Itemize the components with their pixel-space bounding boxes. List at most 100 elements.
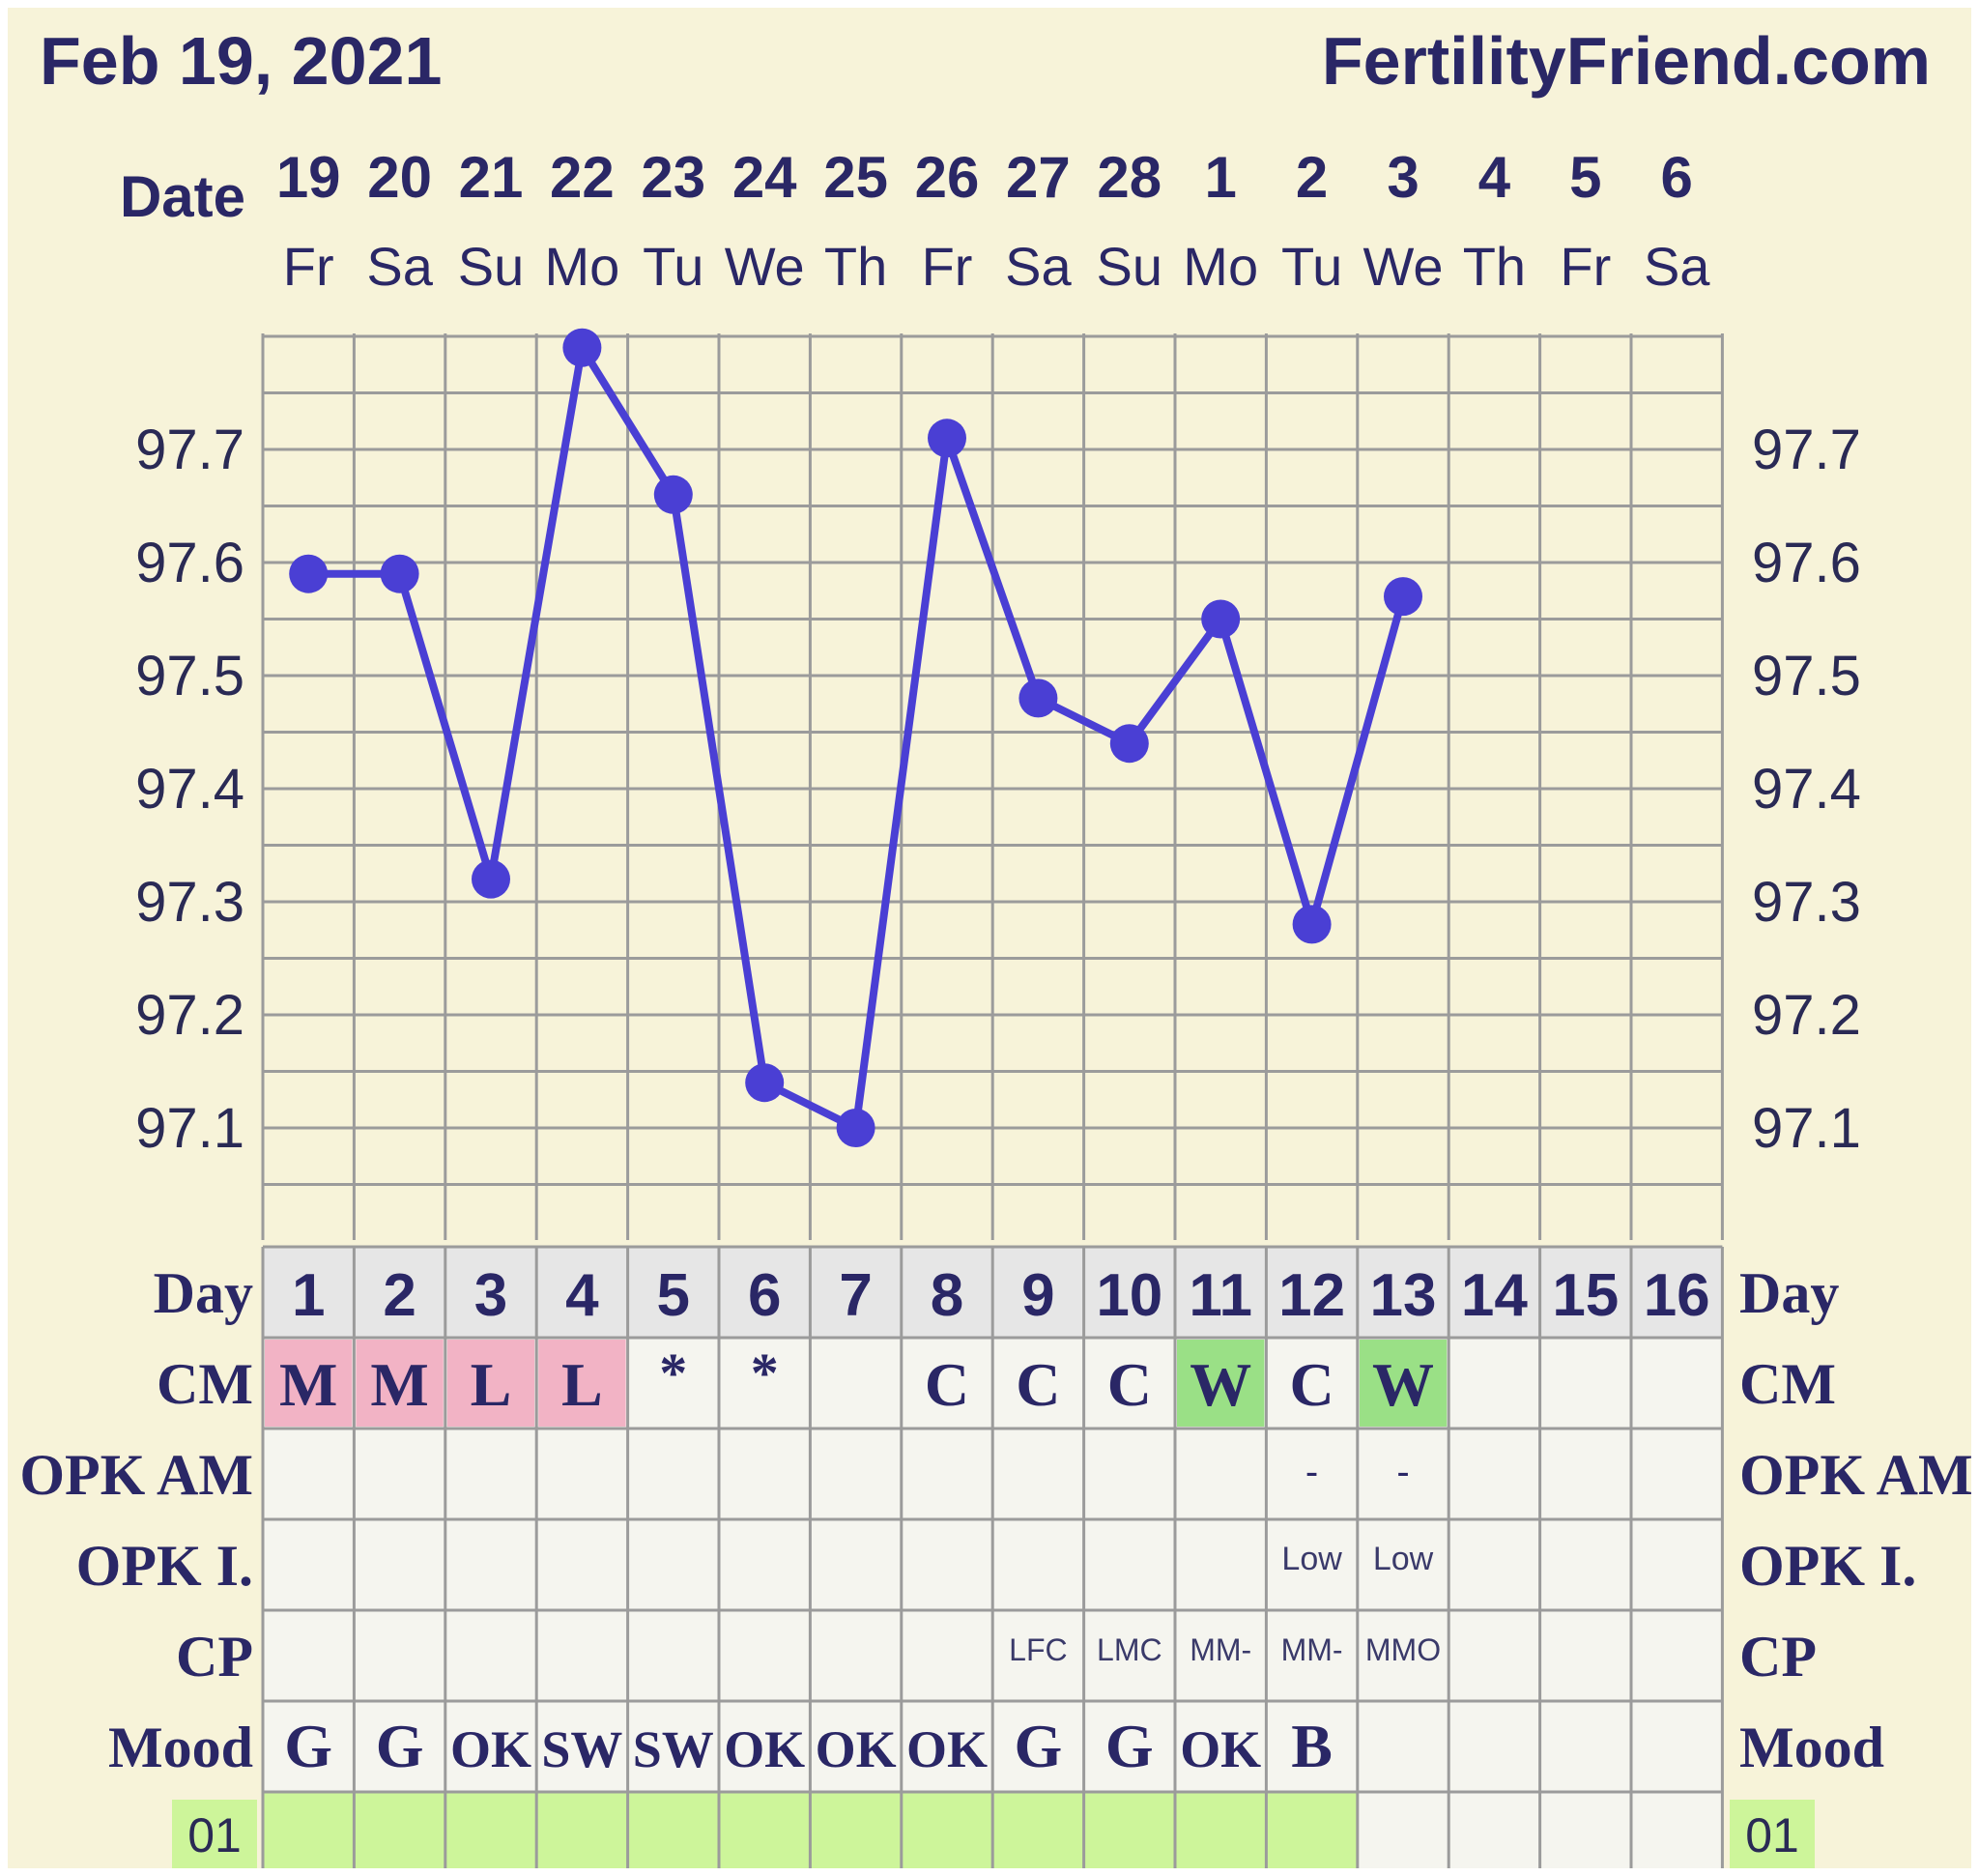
temperature-series-line (308, 343, 1407, 1132)
mood-cell: OK (906, 1720, 988, 1778)
temperature-point (289, 554, 329, 593)
date-row-label: Date (120, 164, 245, 229)
opk-am-cell: - (1396, 1451, 1409, 1493)
day-number: 1 (292, 1262, 325, 1329)
date-label: 2 (1296, 145, 1328, 210)
opk-am-cell: - (1305, 1451, 1318, 1493)
day-number: 7 (839, 1262, 872, 1329)
weekday-label: Th (824, 236, 887, 297)
row-label-right: Mood (1739, 1716, 1884, 1779)
date-label: 6 (1661, 145, 1693, 210)
row-label-right: OPK I. (1739, 1534, 1916, 1598)
row-label-left: OPK I. (76, 1534, 253, 1598)
cm-cell: C (1107, 1350, 1152, 1419)
mood-cell: OK (816, 1720, 897, 1778)
cm-cell: C (1289, 1350, 1334, 1419)
cm-cell: M (370, 1350, 428, 1419)
mood-cell: G (376, 1712, 424, 1780)
cm-highlight-cell (446, 1340, 535, 1427)
day-number: 2 (383, 1262, 416, 1329)
y-tick-right: 97.5 (1752, 645, 1861, 707)
row-label-right: Day (1739, 1261, 1839, 1325)
weekday-label: Tu (1281, 236, 1342, 297)
date-label: 5 (1569, 145, 1601, 210)
y-tick-left: 97.7 (135, 418, 244, 481)
cp-cell: MMO (1365, 1632, 1441, 1667)
cm-cell: C (1016, 1350, 1060, 1419)
cm-highlight-cell (538, 1340, 626, 1427)
weekday-label: We (725, 236, 805, 297)
y-tick-left: 97.4 (135, 758, 244, 821)
day-number: 4 (565, 1262, 599, 1329)
temperature-point (836, 1109, 875, 1147)
date-label: 27 (1006, 145, 1071, 210)
date-label: 1 (1205, 145, 1237, 210)
temperature-line (308, 343, 1407, 1132)
cm-cell: * (751, 1342, 779, 1404)
y-tick-right: 97.3 (1752, 871, 1861, 934)
weekday-label: Sa (1644, 236, 1710, 297)
y-tick-right: 97.6 (1752, 532, 1861, 594)
temperature-point (472, 859, 510, 899)
date-label: 21 (459, 145, 524, 210)
day-number: 12 (1278, 1262, 1345, 1329)
bottom-label-bg-left (172, 1800, 257, 1868)
mood-cell: G (1015, 1712, 1063, 1780)
temperature-points (289, 328, 1422, 1147)
cp-cell: LFC (1009, 1632, 1067, 1667)
day-number: 11 (1189, 1262, 1252, 1329)
date-label: 28 (1097, 145, 1162, 210)
cm-cell: C (925, 1350, 969, 1419)
date-label: 26 (915, 145, 980, 210)
temperature-point (1384, 577, 1422, 617)
weekday-label: Tu (643, 236, 703, 297)
temperature-point (562, 328, 602, 367)
weekday-label: Fr (283, 236, 334, 297)
day-number: 9 (1021, 1262, 1054, 1329)
chart-labels: 19 20 21 22 23 24 25 26 27 28 1 2 3 4 5 6Fr Sa Su Mo Tu We Th… (120, 145, 1861, 1160)
row-label-right: CP (1739, 1625, 1817, 1688)
day-number: 3 (474, 1262, 507, 1329)
row-label-left: Day (154, 1261, 253, 1325)
site-name[interactable]: FertilityFriend.com (1322, 23, 1931, 99)
y-tick-right: 97.1 (1752, 1097, 1861, 1160)
date-label: 23 (641, 145, 705, 210)
date-label: 19 (276, 145, 341, 210)
opk-i-cell: Low (1281, 1541, 1342, 1577)
chart-svg: Feb 19, 2021 FertilityFriend.com 19 20 21 2… (19, 23, 1971, 1868)
mood-cell: SW (541, 1720, 622, 1778)
day-number: 16 (1644, 1262, 1710, 1329)
cm-cell: L (561, 1350, 603, 1419)
cm-cell: W (1372, 1350, 1434, 1419)
weekday-label: Th (1463, 236, 1526, 297)
y-tick-left: 97.2 (135, 984, 244, 1047)
bottom-label-bg-right (1730, 1800, 1815, 1868)
temperature-point (1018, 678, 1058, 718)
weekday-label: Fr (922, 236, 973, 297)
opk-i-cell: Low (1373, 1541, 1434, 1577)
row-label-left: CP (176, 1625, 253, 1688)
date-label: 3 (1387, 145, 1419, 210)
row-label-right: CM (1739, 1352, 1836, 1416)
date-label: 24 (732, 145, 797, 210)
day-number: 5 (657, 1262, 690, 1329)
temperature-point (380, 554, 419, 593)
row-label-left: Mood (108, 1716, 253, 1779)
y-tick-right: 97.2 (1752, 984, 1861, 1047)
mood-cell: SW (633, 1720, 714, 1778)
cm-highlight-cell (1359, 1340, 1448, 1427)
y-tick-right: 97.7 (1752, 418, 1861, 481)
mood-cell: G (1105, 1712, 1154, 1780)
day-number: 10 (1096, 1262, 1162, 1329)
y-tick-left: 97.3 (135, 871, 244, 934)
row-label-right: OPK AM (1739, 1443, 1971, 1507)
date-label: 20 (367, 145, 432, 210)
date-label: 22 (550, 145, 615, 210)
cm-cell: M (279, 1350, 337, 1419)
temperature-point (1109, 724, 1149, 764)
cm-cell: * (659, 1342, 687, 1404)
temperature-point (1292, 905, 1332, 944)
chart-grid (261, 333, 1724, 1240)
cm-highlight-cell (1177, 1340, 1265, 1427)
